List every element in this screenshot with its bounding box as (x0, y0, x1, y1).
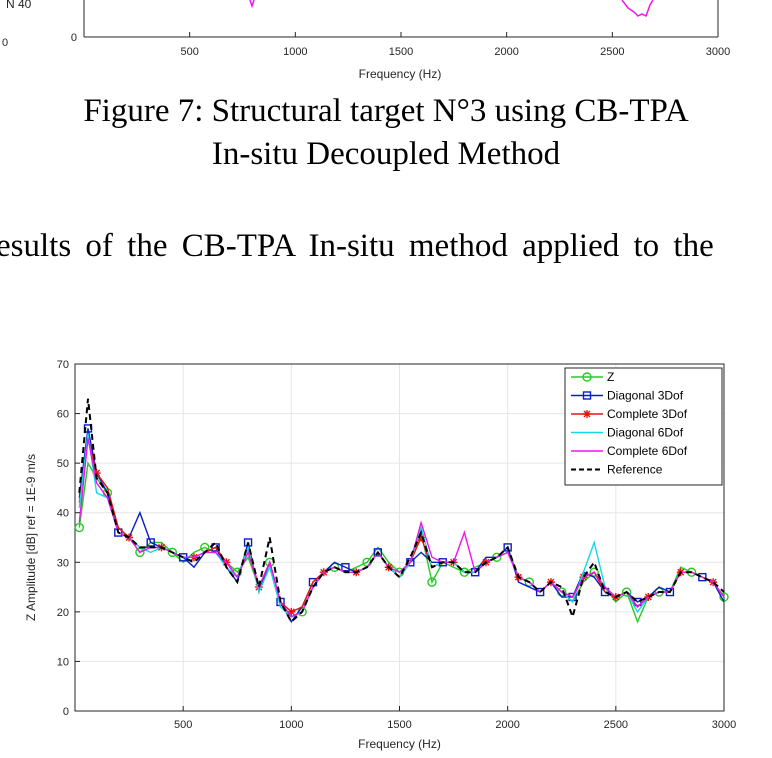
series-marker-diagonal-3dof (211, 543, 220, 552)
top-figure-xlabel: Frequency (Hz) (359, 67, 442, 81)
series-marker-z (167, 547, 178, 558)
figure-caption: Figure 7: Structural target N°3 using CB… (0, 90, 772, 176)
legend-label-complete-6dof: Complete 6Dof (607, 444, 688, 458)
y-tick-label: 50 (57, 458, 69, 470)
frequency-response-chart: 0 10 20 30 40 50 60 70 500 1000 1500 2000 2500 3000 Z… (24, 359, 736, 751)
series-marker-diagonal-3dof (600, 587, 610, 597)
series-marker-diagonal-3dof (146, 538, 155, 547)
legend-label-diagonal-3dof: Diagonal 3Dof (607, 389, 684, 403)
legend-box (564, 367, 723, 486)
legend-marker-complete-3dof (583, 410, 591, 418)
axis-ticks: 0 10 20 30 40 50 60 70 500 1000 1500 2000 2500 3000 (57, 359, 736, 731)
top-figure-curve-fragment-b (621, 0, 654, 18)
top-figure-ylabel-fragment: N 40 (6, 0, 32, 11)
x-tick-label: 2000 (495, 719, 519, 731)
legend-label-reference: Reference (607, 463, 663, 477)
series-marker-complete-3dof (287, 607, 296, 616)
series-marker-z (589, 567, 599, 577)
top-xtick-label: 1500 (389, 46, 413, 58)
top-xtick-label: 2500 (600, 46, 624, 58)
y-tick-label: 70 (57, 359, 69, 371)
x-tick-label: 500 (174, 719, 192, 731)
series-marker-z (621, 587, 632, 597)
series-marker-diagonal-3dof (503, 543, 512, 552)
body-text-line: esults of the CB-TPA In-situ method appl… (0, 228, 714, 264)
x-tick-label: 2500 (604, 719, 628, 731)
top-figure-ytick-zero: 0 (71, 32, 77, 44)
top-figure-stray-tick: 0 (2, 37, 8, 49)
top-xtick-label: 2000 (494, 46, 518, 58)
series-marker-diagonal-3dof (341, 563, 350, 572)
y-tick-label: 40 (57, 508, 69, 520)
series-marker-diagonal-3dof (535, 587, 545, 597)
chart-legend: Z Diagonal 3Dof Complete 3Dof Diagonal 6Dof… (564, 367, 723, 486)
series-line-reference (78, 398, 725, 624)
series-lines (74, 398, 729, 624)
top-figure-xticks: 500 1000 1500 2000 2500 3000 (180, 32, 730, 58)
top-xtick-label: 1000 (283, 46, 307, 58)
legend-label-diagonal-6dof: Diagonal 6Dof (607, 426, 684, 440)
y-tick-label: 20 (57, 607, 69, 619)
y-axis-label: Z Amplitude [dB] ref = 1E-9 m/s (24, 454, 38, 621)
top-figure-curve-fragment-a (249, 0, 255, 9)
top-figure-fragment: N 40 0 0 500 1000 1500 2000 2500 3000 Frequen… (2, 0, 730, 81)
legend-label-z: Z (607, 370, 614, 384)
legend-label-complete-3dof: Complete 3Dof (607, 407, 688, 421)
x-tick-label: 1000 (279, 719, 303, 731)
series-marker-diagonal-3dof (373, 548, 383, 557)
series-marker-complete-3dof (417, 533, 426, 542)
series-marker-complete-3dof (92, 469, 101, 478)
top-xtick-label: 500 (180, 46, 198, 58)
caption-line-1: Figure 7: Structural target N°3 using CB… (83, 93, 689, 129)
y-tick-label: 30 (57, 557, 69, 569)
y-tick-label: 10 (57, 656, 69, 668)
series-marker-z (427, 577, 437, 587)
y-tick-label: 0 (63, 706, 69, 718)
x-tick-label: 3000 (712, 719, 736, 731)
series-marker-z (74, 522, 85, 533)
top-xtick-label: 3000 (706, 46, 730, 58)
legend-marker-z (582, 372, 592, 382)
series-marker-diagonal-3dof (698, 572, 707, 582)
y-tick-label: 60 (57, 409, 69, 421)
x-axis-label: Frequency (Hz) (358, 737, 441, 751)
x-tick-label: 1500 (387, 719, 411, 731)
series-marker-z (524, 577, 534, 587)
legend-marker-diagonal-3dof (582, 391, 592, 400)
caption-line-2: In-situ Decoupled Method (211, 136, 561, 172)
series-line-z (78, 460, 725, 624)
